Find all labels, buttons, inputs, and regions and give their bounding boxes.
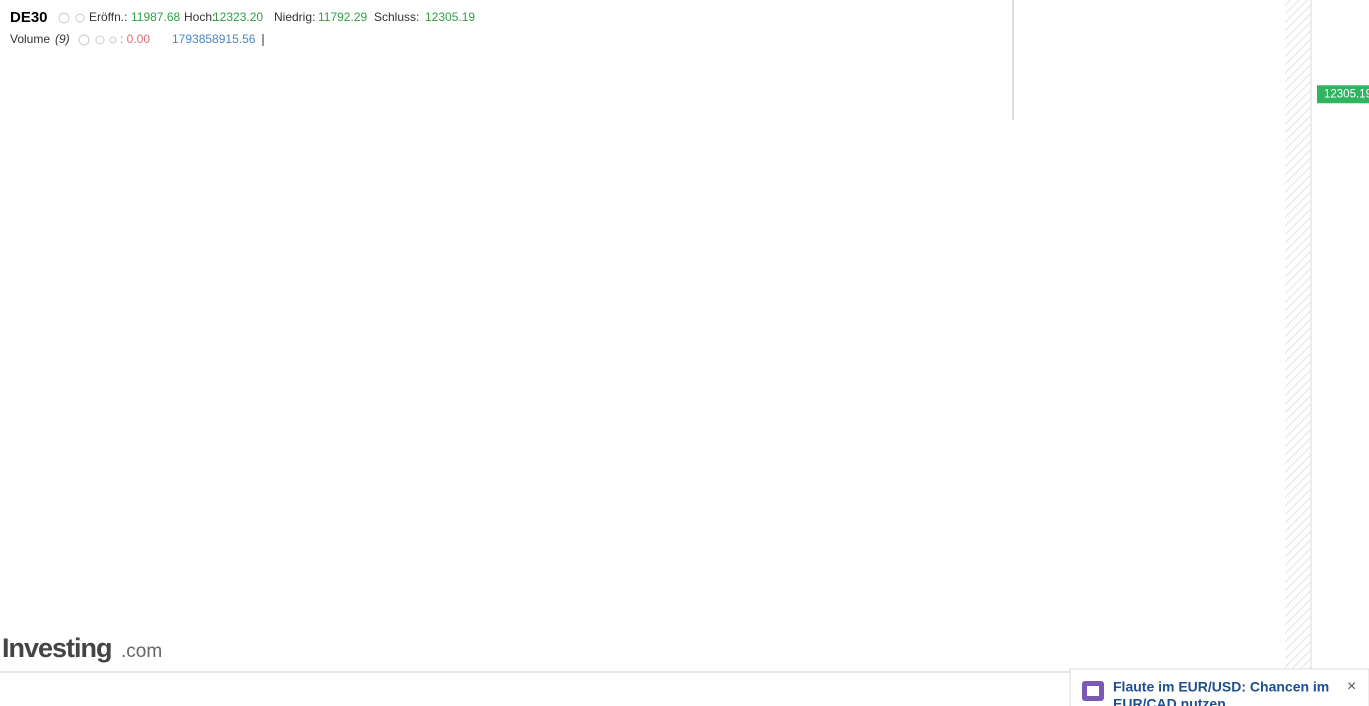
notification-close[interactable]: × <box>1347 678 1356 695</box>
low-label: Niedrig: <box>274 10 315 24</box>
logo: Investing .com <box>2 633 162 663</box>
volume-label: Volume <box>10 32 50 46</box>
notification: Flaute im EUR/USD: Chancen im EUR/CAD nu… <box>1069 668 1369 706</box>
gear-icon <box>75 13 85 23</box>
high-label: Hoch: <box>184 10 215 24</box>
volume-average: 1793858915.56 <box>172 32 256 46</box>
header: DE30 Eröffn.: 11987.68 Hoch: 12323.20 Ni… <box>10 9 475 46</box>
future-area <box>1285 0 1311 672</box>
eye-icon <box>58 12 70 24</box>
high-value: 12323.20 <box>213 10 263 24</box>
eye-icon <box>78 34 90 46</box>
y-axis-panel <box>1311 0 1369 672</box>
logo-main: Investing <box>2 633 112 663</box>
symbol: DE30 <box>10 9 48 26</box>
close-value: 12305.19 <box>425 10 475 24</box>
notification-icon-inner <box>1087 686 1099 696</box>
open-label: Eröffn.: <box>89 10 127 24</box>
header-panel <box>0 0 546 120</box>
last-price-box <box>1317 85 1369 104</box>
notification-line: Flaute im EUR/USD: Chancen im <box>1113 679 1329 695</box>
close-label: Schluss: <box>374 10 419 24</box>
gear-icon <box>95 35 105 45</box>
volume-value: : 0.00 <box>120 32 150 46</box>
logo-suffix: .com <box>121 641 162 662</box>
last-price-label: 12305.19 <box>1324 88 1369 100</box>
open-value: 11987.68 <box>131 10 180 24</box>
notification-line: EUR/CAD nutzen <box>1113 696 1226 706</box>
low-value: 11792.29 <box>318 10 367 24</box>
volume-period: (9) <box>55 32 70 46</box>
close-icon <box>109 36 117 44</box>
notification-box <box>1069 668 1369 706</box>
